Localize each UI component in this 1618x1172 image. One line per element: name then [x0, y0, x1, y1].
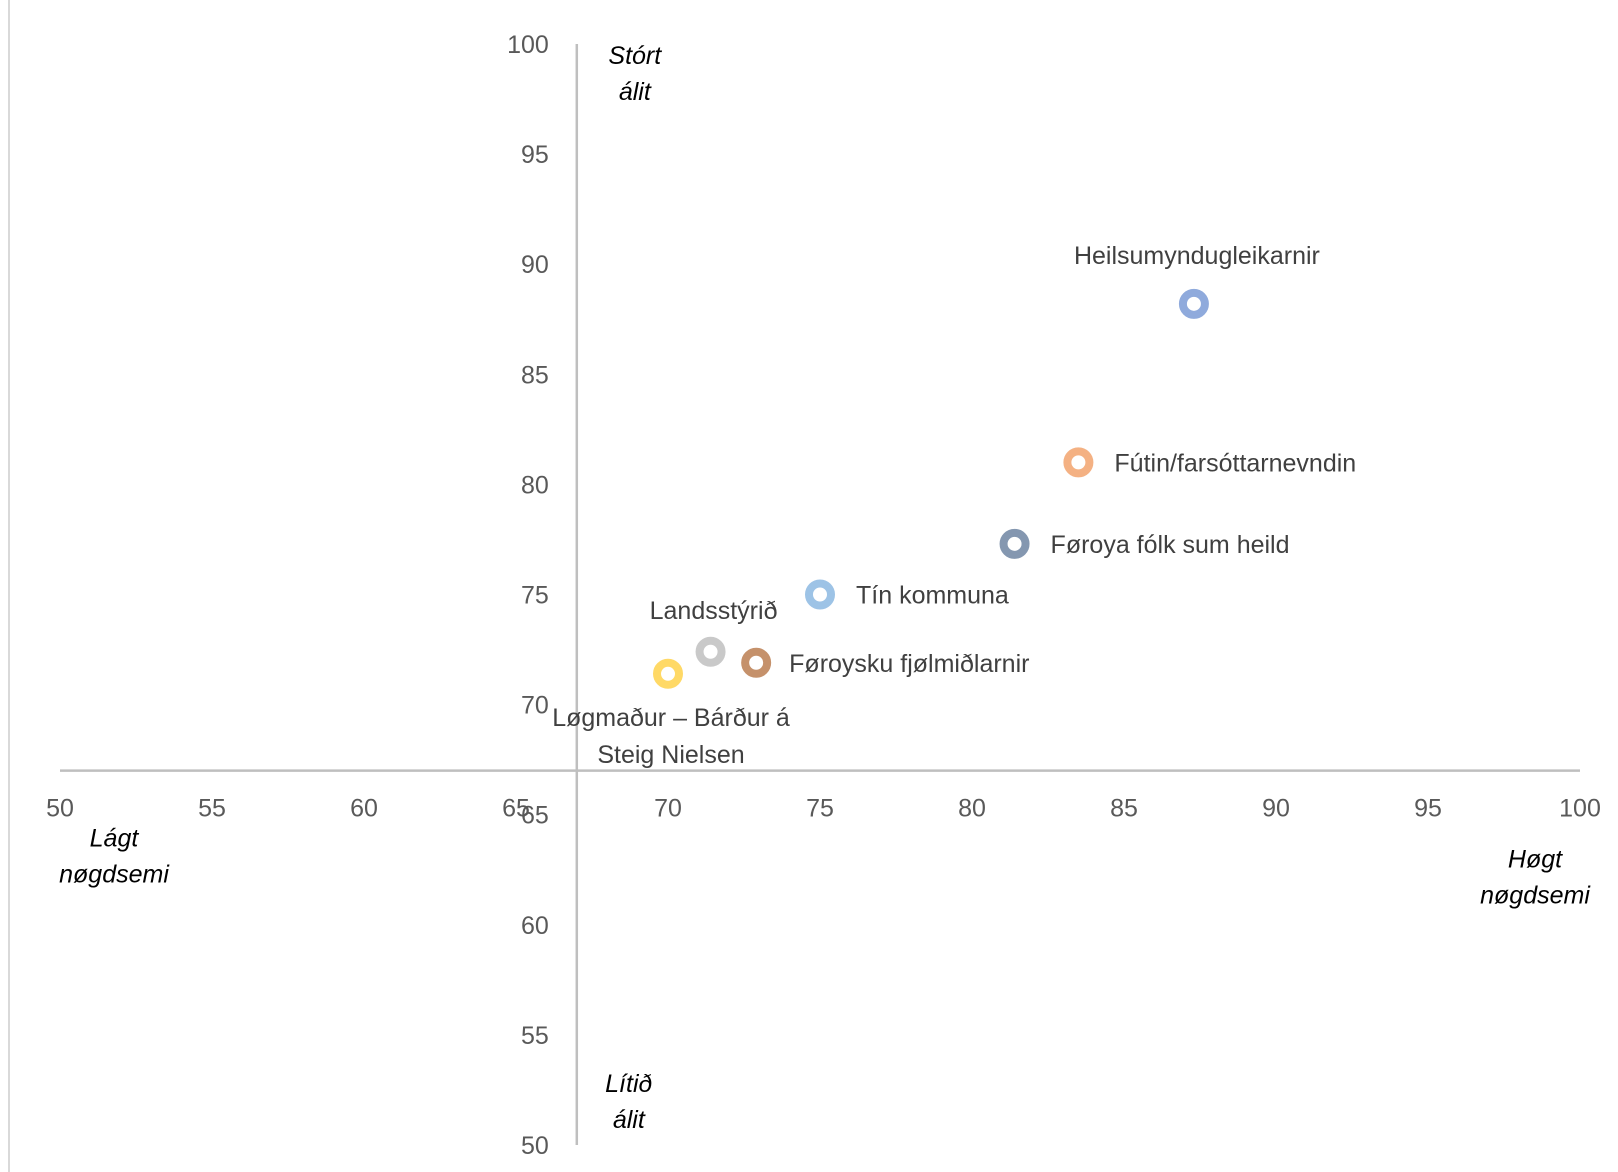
quadrant-label-top: Stórt [608, 42, 662, 70]
y-tick-label: 75 [521, 582, 549, 610]
data-point-label: Fútin/farsóttarnevndin [1114, 449, 1356, 477]
y-tick-label: 85 [521, 361, 549, 389]
quadrant-label-left: Lágt [90, 825, 140, 853]
x-tick-label: 70 [654, 795, 682, 823]
x-tick-label: 60 [350, 795, 378, 823]
data-point-label: Føroysku fjølmiðlarnir [789, 650, 1029, 678]
y-tick-label: 50 [521, 1132, 549, 1160]
data-point-marker [999, 528, 1030, 559]
data-point-marker [1178, 288, 1209, 319]
y-tick-label: 80 [521, 471, 549, 499]
data-point-label: Landsstýrið [650, 597, 778, 625]
quadrant-label-right: Høgt [1508, 846, 1563, 874]
y-tick-label: 60 [521, 912, 549, 940]
y-tick-label: 100 [507, 31, 549, 59]
x-tick-label: 55 [198, 795, 226, 823]
quadrant-labels: Stórt álit Lítið álit Lágt nøgdsemi Høgt nøgdse… [59, 42, 1591, 1134]
x-tick-label: 75 [806, 795, 834, 823]
y-tick-label: 70 [521, 692, 549, 720]
data-point-label: Føroya fólk sum heild [1051, 531, 1290, 559]
x-tick-label: 65 [502, 795, 530, 823]
tick-labels: 50 55 60 65 70 75 80 85 90 95 100 50 55 60 65 70 75 80 85 9… [46, 31, 1601, 1160]
x-tick-label: 85 [1110, 795, 1138, 823]
axes [60, 44, 1580, 1145]
x-tick-label: 90 [1262, 795, 1290, 823]
y-tick-label: 95 [521, 141, 549, 169]
y-tick-label: 65 [521, 802, 549, 830]
y-tick-label: 90 [521, 251, 549, 279]
data-point-marker [741, 647, 772, 678]
x-tick-label: 50 [46, 795, 74, 823]
quadrant-label-right: nøgdsemi [1480, 882, 1591, 910]
data-point-label: Heilsumyndugleikarnir [1074, 242, 1320, 270]
quadrant-label-left: nøgdsemi [59, 861, 170, 889]
quadrant-label-bottom: Lítið [605, 1070, 652, 1098]
x-tick-label: 80 [958, 795, 986, 823]
y-tick-label: 55 [521, 1022, 549, 1050]
data-point-label: Tín kommuna [856, 582, 1009, 610]
quadrant-label-top: álit [619, 78, 652, 106]
data-point-label: Steig Nielsen [597, 741, 744, 769]
data-points: Heilsumyndugleikarnir Fútin/farsóttarnevn… [552, 242, 1356, 769]
data-point-label: Løgmaður – Bárður á [552, 704, 790, 732]
quadrant-label-bottom: álit [613, 1106, 646, 1134]
x-tick-label: 100 [1559, 795, 1601, 823]
data-point-marker [695, 636, 726, 667]
data-point-marker [653, 658, 683, 689]
data-point-marker [805, 579, 835, 610]
x-tick-label: 95 [1414, 795, 1442, 823]
data-point-marker [1063, 447, 1094, 478]
